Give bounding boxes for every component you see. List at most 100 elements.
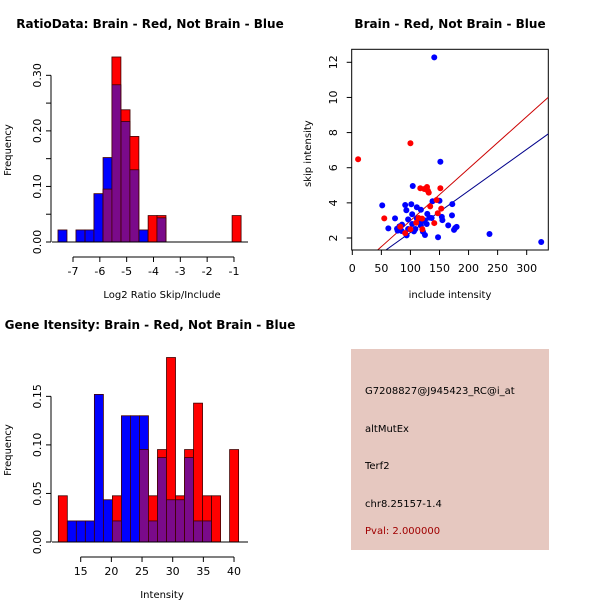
scatter-plot (346, 48, 549, 255)
bar-not-brain (93, 394, 104, 543)
point-brain (415, 214, 422, 221)
y-tick-label: 0.30 (31, 63, 44, 88)
y-tick-label: 8 (327, 129, 340, 136)
point-not-brain (405, 216, 412, 223)
point-not-brain (445, 222, 452, 229)
point-not-brain (409, 182, 416, 189)
bar-overlap (184, 457, 194, 543)
point-not-brain (486, 230, 493, 237)
y-tick-label: 12 (327, 55, 340, 69)
bar-not-brain (130, 415, 140, 543)
point-not-brain (379, 202, 386, 209)
x-tick-label: 150 (429, 262, 450, 275)
bar-overlap (175, 499, 185, 543)
point-brain (425, 189, 432, 196)
chart-title: Brain - Red, Not Brain - Blue (354, 17, 545, 31)
x-tick-label: 20 (104, 565, 118, 578)
point-brain (407, 226, 414, 233)
plot-box (351, 48, 549, 251)
bar-overlap (202, 520, 212, 543)
chart-title: Gene Itensity: Brain - Red, Not Brain - … (5, 318, 296, 332)
point-brain (419, 226, 426, 233)
bar-overlap (120, 121, 131, 243)
bar-overlap (193, 520, 203, 543)
bar-not-brain (57, 229, 68, 243)
point-not-brain (402, 201, 409, 208)
bar-overlap (129, 169, 140, 243)
bar-brain (57, 495, 68, 543)
y-tick-label: 0.10 (31, 433, 44, 458)
bar-not-brain (75, 520, 86, 543)
location-text: chr8.25157-1.4 (365, 499, 442, 510)
y-tick-label: 0.00 (31, 230, 44, 255)
bar-not-brain (75, 229, 86, 243)
point-not-brain (448, 212, 455, 219)
bar-not-brain (84, 229, 95, 243)
bar-overlap (111, 84, 122, 243)
x-tick-label: -6 (94, 265, 105, 278)
bar-overlap (139, 449, 149, 543)
point-brain (438, 205, 445, 212)
point-not-brain (417, 206, 424, 213)
bar-overlap (156, 217, 167, 243)
x-tick-label: 25 (135, 565, 149, 578)
y-tick-label: 10 (327, 90, 340, 104)
point-not-brain (428, 214, 435, 221)
x-axis-label: Log2 Ratio Skip/Include (103, 290, 220, 301)
bar-not-brain (102, 499, 113, 543)
point-not-brain (439, 217, 446, 224)
point-brain (397, 223, 404, 230)
point-brain (437, 185, 444, 192)
y-tick-label: 2 (327, 235, 340, 242)
point-not-brain (403, 207, 410, 214)
fit-line-brain (376, 97, 549, 250)
point-brain (434, 210, 441, 217)
y-axis-label: Frequency (3, 424, 14, 476)
y-tick-label: 0.10 (31, 174, 44, 199)
y-axis-label: skip intensity (303, 120, 314, 187)
point-brain (381, 215, 388, 222)
point-brain (427, 203, 434, 210)
x-tick-label: 30 (166, 565, 180, 578)
y-tick-label: 0.20 (31, 119, 44, 144)
y-tick-label: 0.00 (31, 530, 44, 555)
point-not-brain (392, 215, 399, 222)
point-not-brain (423, 220, 430, 227)
y-tick-label: 4 (327, 199, 340, 206)
x-tick-label: 35 (196, 565, 210, 578)
histogram-2 (46, 357, 248, 562)
y-tick-label: 0.05 (31, 481, 44, 506)
x-tick-label: 300 (516, 262, 537, 275)
bar-brain (231, 215, 242, 243)
point-not-brain (449, 201, 456, 208)
x-tick-label: 50 (374, 262, 388, 275)
x-tick-label: 40 (227, 565, 241, 578)
bar-overlap (166, 499, 176, 543)
bar-brain (147, 215, 158, 243)
x-tick-label: 0 (349, 262, 356, 275)
point-brain (402, 230, 409, 237)
x-axis-label: include intensity (409, 290, 492, 301)
bar-not-brain (84, 520, 95, 543)
x-tick-label: -2 (202, 265, 213, 278)
point-not-brain (538, 239, 545, 246)
bar-brain (229, 449, 240, 543)
plot-area (355, 54, 549, 250)
y-tick-label: 0.15 (31, 384, 44, 409)
bar-overlap (148, 520, 158, 543)
event-type-text: altMutEx (365, 424, 409, 435)
bar-not-brain (93, 193, 104, 243)
chart-title: RatioData: Brain - Red, Not Brain - Blue (16, 17, 283, 31)
point-not-brain (435, 234, 442, 241)
point-not-brain (451, 226, 458, 233)
x-tick-label: 250 (487, 262, 508, 275)
point-brain (407, 140, 414, 147)
x-tick-label: 200 (458, 262, 479, 275)
point-brain (433, 197, 440, 204)
bar-overlap (157, 457, 167, 543)
y-tick-label: 6 (327, 164, 340, 171)
bar-brain (211, 495, 221, 543)
bar-not-brain (138, 229, 149, 243)
x-tick-label: -1 (228, 265, 239, 278)
